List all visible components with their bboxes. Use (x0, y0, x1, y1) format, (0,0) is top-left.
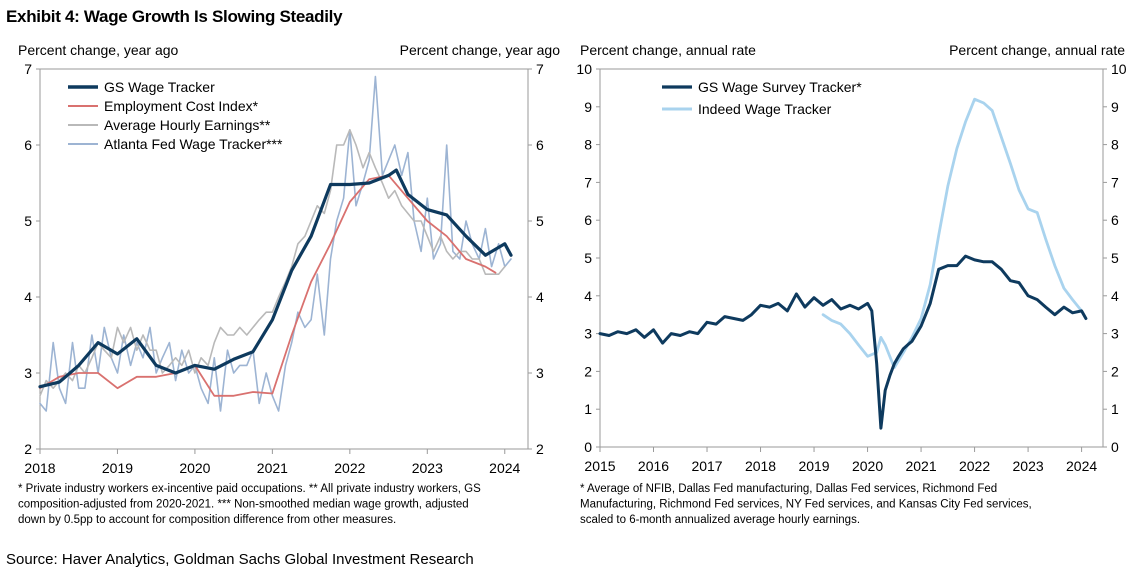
left-chart-series (38, 75, 513, 412)
left-chart-y-tick-label: 5 (24, 213, 32, 229)
left-chart-x-tick-label: 2022 (334, 460, 365, 476)
right-chart-right-axis-label: Percent change, annual rate (949, 42, 1125, 58)
right-chart-y-tick-label: 8 (1111, 137, 1119, 153)
right-chart-y-tick-label: 2 (1111, 363, 1119, 379)
legend-label-gs-wage-survey-tracker: GS Wage Survey Tracker* (698, 79, 862, 95)
right-chart-footnote-line: Manufacturing, Richmond Fed services, NY… (580, 499, 1032, 511)
left-chart: Percent change, year ago Percent change,… (18, 42, 560, 526)
left-chart-x-tick-label: 2019 (102, 460, 133, 476)
right-chart-y-tick-label: 9 (584, 99, 592, 115)
right-chart-y-tick-label: 7 (584, 174, 592, 190)
left-chart-x-tick-label: 2020 (179, 460, 210, 476)
right-chart-y-tick-label: 9 (1111, 99, 1119, 115)
right-chart-right-y-ticks: 0 1 2 3 4 5 6 7 8 9 10 (1103, 61, 1127, 455)
right-chart-footnote-line: * Average of NFIB, Dallas Fed manufactur… (580, 483, 997, 495)
right-chart-y-tick-label: 10 (1111, 61, 1127, 77)
left-chart-y-tick-label: 6 (24, 137, 32, 153)
right-chart-x-tick-label: 2017 (691, 458, 722, 474)
right-chart-y-tick-label: 0 (1111, 439, 1119, 455)
legend-label-average-hourly-earnings: Average Hourly Earnings** (104, 117, 271, 133)
left-chart-y-tick-label: 7 (24, 61, 32, 77)
left-chart-x-ticks: 2018 2019 2020 2021 2022 2023 2024 (24, 449, 521, 476)
left-chart-x-tick-label: 2018 (24, 460, 55, 476)
left-chart-left-y-ticks: 2 3 4 5 6 7 (24, 61, 40, 457)
right-chart-series (598, 97, 1088, 430)
right-chart-x-tick-label: 2018 (745, 458, 776, 474)
right-chart-y-tick-label: 1 (584, 401, 592, 417)
left-chart-legend: GS Wage Tracker Employment Cost Index* Ave… (68, 79, 283, 152)
right-chart-plot-frame (599, 68, 1104, 448)
left-chart-x-tick-label: 2021 (257, 460, 288, 476)
right-chart-x-tick-label: 2024 (1066, 458, 1097, 474)
right-chart-x-tick-label: 2016 (638, 458, 669, 474)
series-line-employment-cost-index (39, 174, 497, 397)
right-chart-x-tick-label: 2022 (959, 458, 990, 474)
series-line-indeed-wage-tracker (821, 97, 1088, 370)
left-chart-plot-frame (39, 68, 529, 450)
right-chart-y-tick-label: 7 (1111, 174, 1119, 190)
legend-label-gs-wage-tracker: GS Wage Tracker (104, 79, 215, 95)
right-chart-left-y-ticks: 0 1 2 3 4 5 6 7 8 9 10 (576, 61, 600, 455)
right-chart-y-tick-label: 10 (576, 61, 592, 77)
right-chart-x-tick-label: 2020 (852, 458, 883, 474)
left-chart-y-tick-label: 2 (536, 441, 544, 457)
legend-label-atlanta-fed-wage-tracker: Atlanta Fed Wage Tracker*** (104, 136, 283, 152)
right-chart-y-tick-label: 3 (1111, 326, 1119, 342)
legend-label-employment-cost-index: Employment Cost Index* (104, 98, 259, 114)
left-chart-footnote-line: * Private industry workers ex-incentive … (18, 483, 481, 495)
right-chart: Percent change, annual rate Percent chan… (576, 42, 1126, 526)
series-line-gs-wage-survey-tracker (598, 254, 1088, 430)
left-chart-footnote: * Private industry workers ex-incentive … (18, 483, 481, 526)
left-chart-x-tick-label: 2024 (489, 460, 520, 476)
right-chart-y-tick-label: 5 (584, 250, 592, 266)
left-chart-y-tick-label: 3 (536, 365, 544, 381)
right-chart-y-tick-label: 6 (1111, 212, 1119, 228)
left-chart-y-tick-label: 4 (536, 289, 544, 305)
right-chart-x-tick-label: 2019 (798, 458, 829, 474)
right-chart-footnote: * Average of NFIB, Dallas Fed manufactur… (580, 483, 1032, 526)
right-chart-y-tick-label: 4 (1111, 288, 1119, 304)
right-chart-y-tick-label: 3 (584, 326, 592, 342)
source-note: Source: Haver Analytics, Goldman Sachs G… (6, 551, 474, 568)
left-chart-right-axis-label: Percent change, year ago (400, 42, 561, 58)
left-chart-footnote-line: composition-adjusted from 2020-2021. ***… (18, 499, 469, 511)
left-chart-footnote-line: down by 0.5pp to account for composition… (18, 514, 396, 526)
right-chart-footnote-line: scaled to 6-month annualized average hou… (580, 514, 860, 526)
right-chart-x-tick-label: 2021 (905, 458, 936, 474)
right-chart-y-tick-label: 8 (584, 137, 592, 153)
right-chart-y-tick-label: 4 (584, 288, 592, 304)
left-chart-y-tick-label: 4 (24, 289, 32, 305)
right-chart-legend: GS Wage Survey Tracker* Indeed Wage Track… (662, 79, 862, 117)
right-chart-y-tick-label: 1 (1111, 401, 1119, 417)
left-chart-y-tick-label: 6 (536, 137, 544, 153)
right-chart-x-ticks: 2015 2016 2017 2018 2019 2020 2021 2022 2023 2024 (584, 447, 1097, 474)
left-chart-y-tick-label: 3 (24, 365, 32, 381)
right-chart-x-tick-label: 2015 (584, 458, 615, 474)
right-chart-y-tick-label: 5 (1111, 250, 1119, 266)
left-chart-y-tick-label: 7 (536, 61, 544, 77)
series-line-average-hourly-earnings (39, 129, 506, 397)
left-chart-y-tick-label: 5 (536, 213, 544, 229)
legend-label-indeed-wage-tracker: Indeed Wage Tracker (698, 101, 832, 117)
left-chart-y-tick-label: 2 (24, 441, 32, 457)
right-chart-left-axis-label: Percent change, annual rate (580, 42, 756, 58)
series-line-gs-wage-tracker (38, 168, 513, 389)
right-chart-x-tick-label: 2023 (1013, 458, 1044, 474)
left-chart-right-y-ticks: 2 3 4 5 6 7 (528, 61, 544, 457)
exhibit-title: Exhibit 4: Wage Growth Is Slowing Steadi… (6, 7, 343, 26)
left-chart-x-tick-label: 2023 (412, 460, 443, 476)
right-chart-y-tick-label: 6 (584, 212, 592, 228)
left-chart-left-axis-label: Percent change, year ago (18, 42, 179, 58)
right-chart-y-tick-label: 2 (584, 363, 592, 379)
right-chart-y-tick-label: 0 (584, 439, 592, 455)
